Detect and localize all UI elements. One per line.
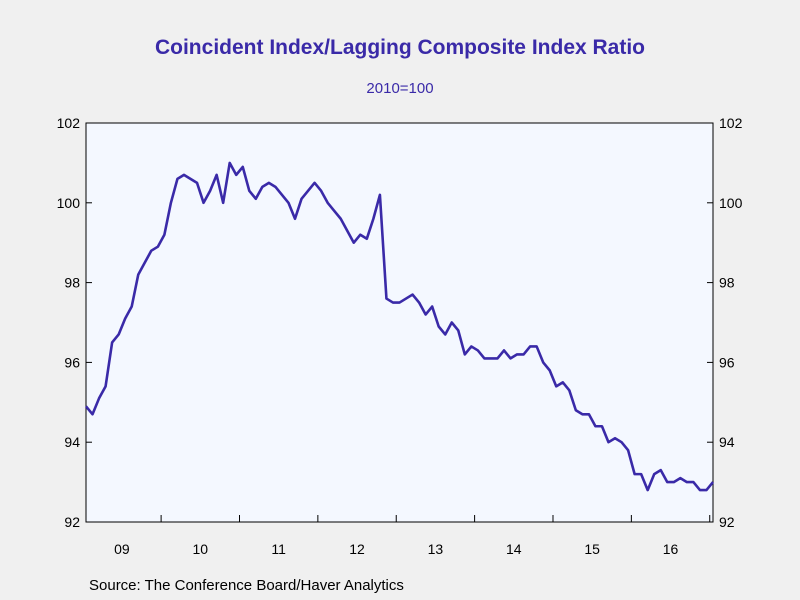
x-axis: 09 10 11 12 13 14 15 16 (114, 515, 711, 557)
source-note: Source: The Conference Board/Haver Analy… (89, 577, 404, 594)
y-tick-label-right: 98 (719, 275, 735, 291)
series-line (84, 161, 715, 492)
series (84, 161, 715, 492)
x-tick-label: 10 (193, 541, 209, 557)
x-tick-label: 16 (663, 541, 679, 557)
x-tick-label: 13 (428, 541, 444, 557)
x-tick-label: 15 (584, 541, 600, 557)
x-tick-label: 14 (506, 541, 522, 557)
x-tick-label: 11 (271, 541, 286, 557)
y-tick-label-left: 92 (64, 514, 80, 530)
y-tick-label-left: 102 (57, 115, 81, 131)
chart-title: Coincident Index/Lagging Composite Index… (154, 36, 646, 59)
left-axis: 92 94 96 98 100 102 (57, 115, 92, 530)
y-tick-label-left: 100 (57, 195, 81, 211)
x-tick-label: 09 (114, 541, 130, 557)
right-axis: 92 94 96 98 100 102 (707, 115, 743, 530)
y-tick-label-right: 94 (719, 434, 735, 450)
y-tick-label-left: 96 (64, 354, 80, 370)
x-tick-label: 12 (349, 541, 365, 557)
y-tick-label-right: 96 (719, 354, 735, 370)
plot-area (85, 122, 714, 523)
y-tick-label-left: 94 (64, 434, 80, 450)
y-tick-label-right: 100 (719, 195, 743, 211)
chart-subtitle: 2010=100 (366, 80, 434, 97)
y-tick-label-left: 98 (64, 275, 80, 291)
y-tick-label-right: 102 (719, 115, 743, 131)
y-tick-label-right: 92 (719, 514, 735, 530)
